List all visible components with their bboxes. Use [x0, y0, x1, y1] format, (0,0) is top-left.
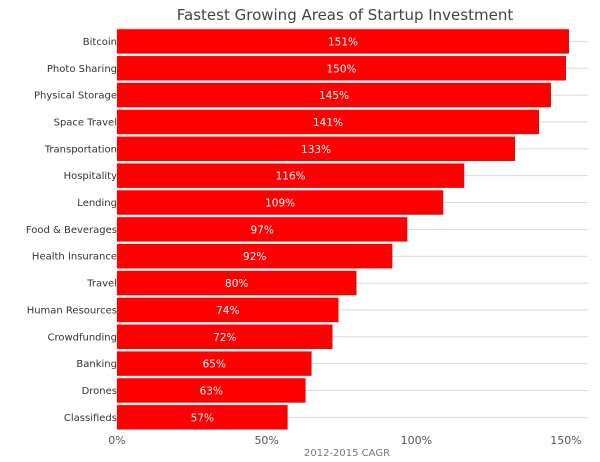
value-label: 57%	[191, 412, 214, 424]
bar	[117, 378, 306, 403]
bars	[117, 29, 569, 430]
x-axis-title: 2012-2015 CAGR	[304, 448, 390, 459]
value-label: 63%	[200, 385, 223, 397]
bar	[117, 270, 357, 296]
x-tick-label: 50%	[254, 434, 278, 447]
category-label: Photo Sharing	[47, 64, 117, 75]
bar	[117, 244, 393, 269]
bar	[117, 163, 465, 188]
value-label: 109%	[265, 198, 295, 210]
bar	[117, 136, 516, 162]
category-label: Human Resources	[27, 305, 117, 316]
bar	[117, 217, 408, 242]
value-label: 116%	[276, 171, 306, 183]
x-tick-label: 100%	[401, 434, 432, 447]
bar	[117, 56, 566, 81]
value-label: 97%	[251, 224, 274, 236]
category-label: Drones	[82, 386, 117, 397]
value-label: 74%	[216, 305, 239, 317]
value-label: 72%	[213, 332, 236, 344]
chart-title: Fastest Growing Areas of Startup Investm…	[177, 6, 514, 24]
category-label: Hospitality	[64, 171, 118, 182]
x-tick-label: 0%	[108, 434, 125, 447]
category-label: Food & Beverages	[26, 225, 117, 236]
category-label: Banking	[76, 359, 117, 370]
value-label: 141%	[313, 117, 343, 129]
x-tick-label: 150%	[550, 434, 581, 447]
category-label: Lending	[77, 198, 117, 209]
bar	[117, 324, 333, 349]
value-labels: 151% 150% 145% 141% 133% 116% 109% 97% 92% 80% 74%…	[191, 36, 358, 424]
value-label: 80%	[225, 278, 248, 290]
category-label: Health Insurance	[32, 252, 117, 263]
category-label: Space Travel	[54, 117, 117, 128]
bar	[117, 109, 540, 135]
category-label: Crowdfunding	[47, 332, 117, 343]
x-axis-ticks: 0% 50% 100% 150%	[108, 434, 581, 447]
bar	[117, 351, 312, 376]
category-label: Travel	[86, 279, 117, 290]
value-label: 92%	[243, 251, 266, 263]
value-label: 151%	[328, 36, 358, 48]
value-label: 150%	[326, 63, 356, 75]
bar	[117, 82, 552, 108]
bar	[117, 29, 569, 54]
category-label: Transportation	[44, 144, 117, 155]
category-labels: Bitcoin Photo Sharing Physical Storage Spac…	[26, 37, 117, 424]
category-label: Classifieds	[64, 413, 117, 424]
bar	[117, 405, 288, 430]
bar	[117, 190, 444, 215]
value-label: 133%	[301, 144, 331, 156]
bar	[117, 297, 339, 323]
value-label: 65%	[203, 359, 226, 371]
category-label: Physical Storage	[34, 91, 117, 102]
category-label: Bitcoin	[83, 37, 117, 48]
value-label: 145%	[319, 90, 349, 102]
